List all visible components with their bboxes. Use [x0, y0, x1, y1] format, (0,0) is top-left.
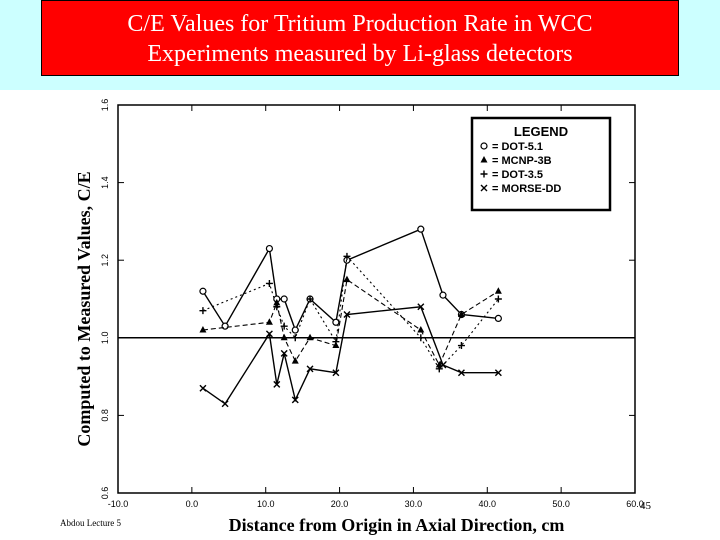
data-point-dot-3-5: [343, 252, 351, 260]
x-tick-label: 30.0: [405, 499, 423, 509]
data-point-mcnp-3b: [199, 326, 207, 333]
series-line-morse-dd: [202, 306, 499, 405]
x-tick-label: 60.0: [626, 499, 644, 509]
legend-marker: [480, 156, 488, 163]
title-line-1: C/E Values for Tritium Production Rate i…: [127, 11, 593, 37]
data-point-mcnp-3b: [291, 357, 299, 364]
legend-label: = MCNP-3B: [492, 155, 552, 167]
legend-label: = DOT-3.5: [492, 169, 543, 181]
data-point-dot-5-1: [291, 326, 299, 334]
data-point-morse-dd: [417, 303, 425, 311]
data-point-dot-3-5: [417, 334, 425, 342]
data-point-dot-3-5: [280, 322, 288, 330]
y-tick-label: 1.2: [100, 254, 110, 267]
y-tick-label: 0.8: [100, 409, 110, 422]
series-line-dot-3-5: [202, 255, 499, 370]
title-line-2: Experiments measured by Li-glass detecto…: [147, 41, 573, 67]
series-line-dot-5-1: [202, 228, 499, 332]
data-point-morse-dd: [291, 396, 299, 404]
legend-box: [470, 116, 612, 212]
data-point-dot-3-5: [435, 365, 443, 373]
footer-label: Abdou Lecture 5: [60, 518, 121, 528]
x-tick-label: 20.0: [331, 499, 349, 509]
data-point-mcnp-3b: [265, 318, 273, 325]
series-line-mcnp-3b: [202, 278, 499, 367]
data-point-morse-dd: [439, 361, 447, 369]
data-point-dot-3-5: [457, 342, 465, 350]
legend-marker: [480, 142, 488, 150]
x-tick-label: 40.0: [479, 499, 497, 509]
y-tick-label: 1.4: [100, 176, 110, 189]
y-tick-label: 1.6: [100, 99, 110, 112]
legend-label: = DOT-5.1: [492, 141, 543, 153]
data-point-dot-5-1: [221, 322, 229, 330]
data-point-mcnp-3b: [280, 333, 288, 341]
data-point-morse-dd: [265, 330, 273, 338]
legend-title: LEGEND: [514, 124, 568, 139]
data-point-dot-5-1: [265, 244, 274, 253]
data-point-dot-5-1: [332, 318, 340, 326]
data-point-dot-3-5: [291, 334, 299, 342]
data-point-morse-dd: [343, 311, 351, 319]
y-axis-label: Computed to Measured Values, C/E: [74, 171, 94, 446]
data-point-dot-3-5: [199, 307, 207, 315]
data-point-morse-dd: [273, 380, 281, 388]
data-point-dot-5-1: [439, 291, 447, 299]
legend-marker: [480, 184, 488, 192]
data-point-dot-5-1: [494, 314, 502, 322]
x-tick-label: -10.0: [108, 499, 129, 509]
data-point-mcnp-3b: [435, 360, 443, 368]
data-point-mcnp-3b: [273, 298, 281, 306]
slide-title: C/E Values for Tritium Production Rate i…: [41, 0, 679, 76]
data-point-mcnp-3b: [457, 310, 465, 318]
legend-label: = MORSE-DD: [492, 183, 561, 195]
data-point-dot-5-1: [280, 295, 288, 303]
data-point-dot-3-5: [265, 279, 273, 287]
data-point-dot-5-1: [417, 225, 425, 233]
data-point-mcnp-3b: [343, 275, 351, 283]
data-point-mcnp-3b: [417, 326, 425, 333]
y-tick-label: 1.0: [100, 332, 110, 345]
x-tick-label: 0.0: [186, 499, 199, 509]
legend-marker: [480, 170, 488, 178]
data-point-mcnp-3b: [494, 287, 502, 294]
data-point-dot-3-5: [494, 295, 502, 303]
data-point-morse-dd: [221, 400, 229, 408]
x-tick-label: 10.0: [257, 499, 275, 509]
plot-frame: [117, 104, 636, 494]
data-point-morse-dd: [494, 369, 502, 377]
x-tick-label: 50.0: [552, 499, 570, 509]
data-point-morse-dd: [306, 365, 314, 373]
data-point-morse-dd: [457, 369, 465, 377]
data-point-dot-3-5: [332, 338, 340, 346]
y-tick-label: 0.6: [100, 487, 110, 500]
data-point-mcnp-3b: [306, 333, 314, 341]
data-point-dot-3-5: [273, 303, 281, 311]
data-point-dot-5-1: [199, 287, 207, 295]
data-point-morse-dd: [199, 384, 207, 392]
x-axis-label: Distance from Origin in Axial Direction,…: [229, 515, 565, 535]
data-point-morse-dd: [332, 369, 340, 377]
page-number: 45: [640, 500, 651, 512]
data-point-dot-3-5: [306, 295, 314, 303]
data-point-morse-dd: [280, 349, 288, 357]
